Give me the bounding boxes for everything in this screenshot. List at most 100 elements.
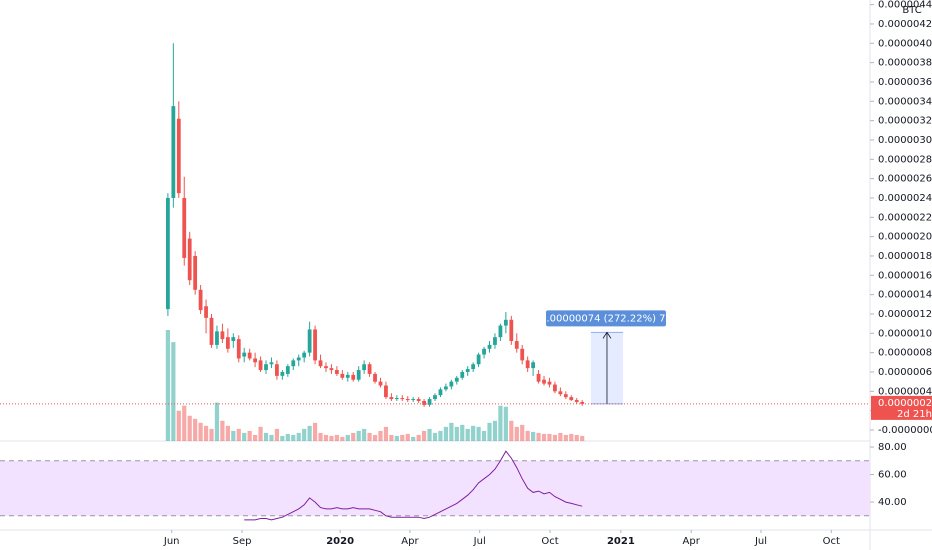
candle-body [215,331,219,345]
x-tick-label: Jun [163,536,180,547]
volume-bar [263,432,269,441]
volume-bar [242,432,247,441]
candle-body [291,360,296,367]
volume-bar [258,426,263,441]
volume-bar [220,420,225,441]
volume-bar [312,422,318,441]
candle-body [247,352,252,359]
candle-body [471,364,476,370]
candle-body [351,374,356,380]
candle-body [318,360,323,367]
candle-body [220,331,225,340]
rsi-band [0,460,870,516]
volume-bar [405,433,410,441]
x-tick-label: Oct [541,536,558,547]
candle-body [242,352,247,357]
volume-bar [269,434,274,441]
volume-bar [340,436,345,441]
volume-bar [541,433,547,441]
x-tick-label: Oct [823,536,840,547]
volume-bar [329,435,334,441]
measure-label-box [545,310,666,327]
candle-body [176,118,181,194]
volume-bar [509,420,514,441]
volume-bar [394,435,399,441]
candle-body [531,362,536,369]
candle-body [285,366,290,374]
candle-body [373,373,377,382]
candle-body [558,391,563,395]
candle-body [563,394,568,398]
rsi-tick-label: 80.00 [878,442,907,453]
candle-body [454,377,459,382]
candle-body [498,325,503,338]
measure-arrowhead [602,331,612,339]
candle-body [520,348,525,361]
candle-body [536,373,541,382]
volume-bar [356,430,361,441]
candle-body [275,364,279,376]
candle-body [449,381,454,387]
volume-bar [171,342,176,441]
candle-body [329,368,334,371]
candle-body [493,337,497,345]
volume-bar [367,432,372,441]
candle-body [553,384,557,392]
volume-bar [198,422,203,441]
candle-body [280,371,285,376]
volume-bar [449,422,454,441]
volume-bar [351,432,356,441]
candle-body [460,371,465,378]
candle-body [378,381,383,386]
candle-body [182,197,187,258]
volume-bar [203,425,209,441]
candle-body [438,389,443,396]
volume-bar [302,428,307,441]
volume-bar [574,434,579,441]
candle-body [394,398,399,400]
candle-body [302,352,307,358]
volume-bar [225,425,230,441]
candle-body [542,379,546,384]
candle-body [324,366,328,369]
candle-body [476,354,481,365]
candle-body [307,329,312,353]
x-tick-label: Jul [473,536,486,547]
candle-body [356,370,361,380]
volume-bar [291,434,296,441]
volume-bar [487,422,492,441]
x-tick-label: 2021 [607,536,635,547]
measure-label: 0.00000074 (272.22%) 74 [540,313,672,324]
candle-body [225,337,230,349]
candle-body [264,364,268,371]
volume-bar [416,434,421,441]
candle-body [580,401,585,404]
volume-bar [274,428,280,441]
candle-body [258,360,263,371]
candle-body [487,344,492,349]
candle-body [236,339,241,359]
volume-bar [498,405,503,441]
volume-bar [514,426,519,441]
volume-bar [476,426,481,441]
candle-body [193,255,198,290]
volume-bar [465,428,470,441]
volume-bar [247,430,252,441]
candle-body [465,369,470,372]
volume-bar [231,430,236,441]
